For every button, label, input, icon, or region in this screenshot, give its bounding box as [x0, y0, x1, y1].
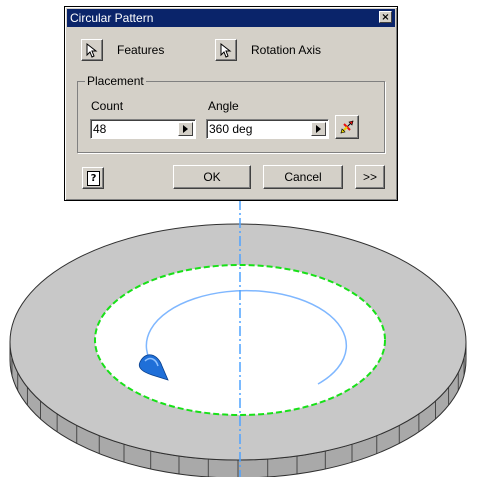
dialog-title: Circular Pattern: [70, 11, 154, 25]
ok-button[interactable]: OK: [173, 165, 251, 189]
rotation-direction-arc: [145, 289, 348, 385]
count-label: Count: [91, 99, 124, 113]
help-icon: ?: [87, 171, 100, 186]
cursor-arrow-icon: [86, 43, 98, 58]
flip-direction-icon: [340, 120, 354, 134]
angle-input[interactable]: [209, 122, 308, 136]
flip-direction-button[interactable]: [335, 115, 359, 139]
angle-field[interactable]: [206, 119, 329, 139]
circular-pattern-dialog: Circular Pattern × Features Rotation Axi…: [64, 6, 398, 201]
angle-label: Angle: [208, 99, 239, 113]
count-input[interactable]: [93, 122, 175, 136]
count-field[interactable]: [90, 119, 196, 139]
features-select-button[interactable]: [81, 39, 103, 61]
dialog-titlebar[interactable]: Circular Pattern ×: [67, 9, 395, 27]
close-icon[interactable]: ×: [379, 11, 392, 23]
cursor-arrow-icon: [220, 43, 232, 58]
rotation-axis-label: Rotation Axis: [251, 43, 322, 57]
help-button[interactable]: ?: [82, 167, 104, 189]
rotation-axis-select-button[interactable]: [215, 39, 237, 61]
more-options-button[interactable]: >>: [355, 165, 385, 189]
rotation-arrow-icon[interactable]: [138, 354, 169, 381]
cancel-button[interactable]: Cancel: [263, 165, 343, 189]
features-label: Features: [117, 43, 165, 57]
angle-arrow-button[interactable]: [311, 122, 326, 136]
count-arrow-button[interactable]: [178, 122, 193, 136]
disc-segment-lines: [11, 357, 465, 477]
placement-group: [77, 81, 385, 153]
placement-group-label: Placement: [85, 74, 146, 88]
